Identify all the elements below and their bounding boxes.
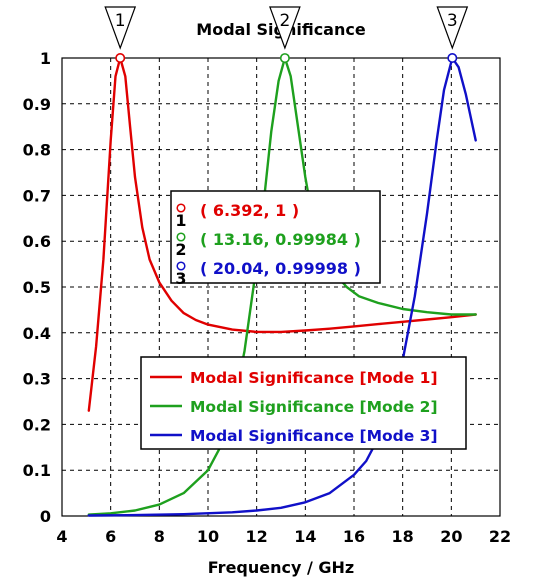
legend-label: Modal Significance [Mode 2] <box>190 398 438 416</box>
marker-flag-3 <box>436 6 469 50</box>
marker-readout-index: 2 <box>175 240 186 259</box>
marker-point-3 <box>447 53 458 64</box>
markers: 1 2 3 <box>104 6 469 64</box>
legend-label: Modal Significance [Mode 1] <box>190 369 438 387</box>
y-tick-labels: 0 0.1 0.2 0.3 0.4 0.5 0.6 0.7 0.8 0.9 1 <box>23 49 51 526</box>
y-tick-label: 1 <box>40 49 51 68</box>
marker-readout-icon <box>176 203 186 213</box>
x-tick-label: 14 <box>294 527 316 546</box>
marker-point-1 <box>115 52 126 63</box>
marker-readout-value: ( 13.16, 0.99984 ) <box>200 230 361 249</box>
x-tick-label: 18 <box>392 527 414 546</box>
x-tick-labels: 4 6 8 10 12 14 16 18 20 22 <box>56 527 511 546</box>
y-tick-label: 0.7 <box>23 186 51 205</box>
marker-point-2 <box>279 53 290 64</box>
marker-flag-number: 3 <box>447 11 458 31</box>
x-tick-label: 8 <box>154 527 165 546</box>
marker-flag-1 <box>104 6 137 50</box>
marker-flag-2 <box>269 6 301 50</box>
marker-readout-icon <box>176 232 186 242</box>
y-tick-label: 0.1 <box>23 461 51 480</box>
x-tick-label: 22 <box>489 527 511 546</box>
y-tick-label: 0.6 <box>23 232 51 251</box>
y-tick-label: 0.5 <box>23 278 51 297</box>
x-tick-label: 20 <box>440 527 462 546</box>
x-tick-label: 16 <box>343 527 365 546</box>
y-tick-label: 0.8 <box>23 141 51 160</box>
series-line-mode-1 <box>87 56 477 412</box>
marker-readout-icon <box>176 261 186 271</box>
marker-readout-index: 1 <box>175 211 186 230</box>
marker-readout-box: 1 ( 6.392, 1 ) 2 ( 13.16, 0.99984 ) 3 ( 20.04… <box>170 190 381 288</box>
x-axis-label: Frequency / GHz <box>208 558 354 577</box>
x-tick-label: 10 <box>197 527 219 546</box>
legend-label: Modal Significance [Mode 3] <box>190 427 438 445</box>
marker-readout-value: ( 6.392, 1 ) <box>200 201 299 220</box>
marker-flag-number: 1 <box>115 11 126 31</box>
x-tick-label: 4 <box>56 527 67 546</box>
x-tick-label: 6 <box>105 527 116 546</box>
y-tick-label: 0.2 <box>23 415 51 434</box>
y-tick-label: 0.4 <box>23 324 51 343</box>
y-tick-label: 0.3 <box>23 370 51 389</box>
y-tick-label: 0 <box>40 507 51 526</box>
x-tick-label: 12 <box>246 527 268 546</box>
marker-flag-number: 2 <box>279 11 290 31</box>
marker-readout-value: ( 20.04, 0.99998 ) <box>200 259 361 278</box>
marker-readout-index: 3 <box>175 269 186 288</box>
legend: Modal Significance [Mode 1] Modal Signifi… <box>140 356 467 450</box>
y-tick-label: 0.9 <box>23 95 51 114</box>
